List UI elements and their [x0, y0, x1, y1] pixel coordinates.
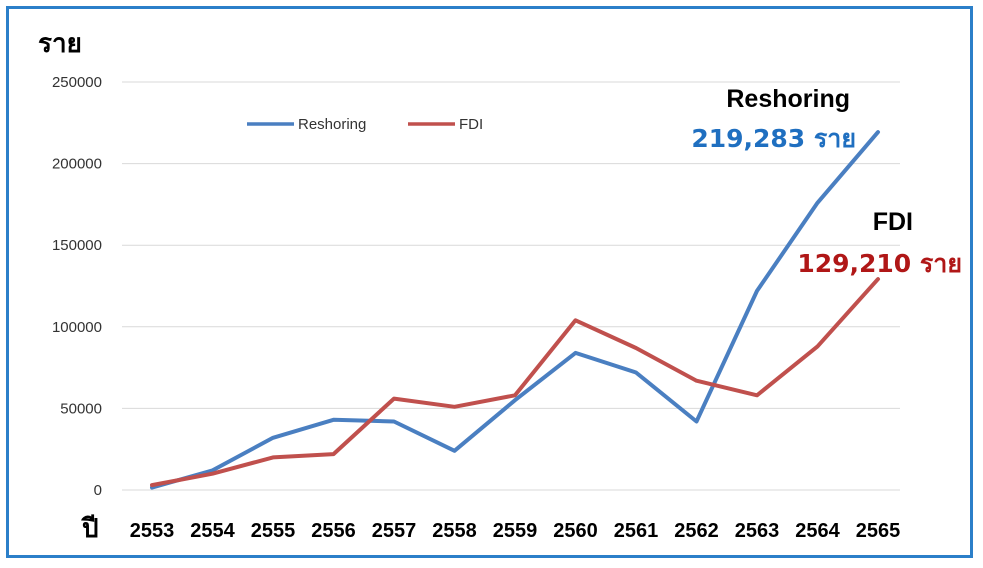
x-tick-label: 2563 — [735, 520, 780, 542]
series-lines — [150, 130, 880, 490]
x-tick-label: 2561 — [614, 520, 659, 542]
legend-label-reshoring: Reshoring — [298, 116, 366, 133]
annotation-fdi-value: 129,210 ราย — [797, 249, 962, 278]
x-tick-label: 2556 — [311, 520, 356, 542]
x-axis-ticks: 2553 2554 2555 2556 2557 2558 2559 2560 2561 2562… — [130, 520, 901, 542]
x-tick-label: 2554 — [190, 520, 235, 542]
x-tick-label: 2558 — [432, 520, 477, 542]
grid-lines — [122, 81, 900, 491]
y-tick-label: 100000 — [52, 319, 102, 336]
y-tick-label: 200000 — [52, 156, 102, 173]
y-tick-label: 250000 — [52, 74, 102, 91]
y-tick-label: 150000 — [52, 237, 102, 254]
annotation-reshoring-name: Reshoring — [726, 85, 850, 113]
x-tick-label: 2565 — [856, 520, 901, 542]
series-line-reshoring — [150, 130, 880, 490]
x-tick-label: 2557 — [372, 520, 417, 542]
y-tick-label: 0 — [94, 482, 102, 499]
x-tick-label: 2564 — [795, 520, 840, 542]
y-axis-label: ราย — [38, 29, 82, 59]
x-tick-label: 2555 — [251, 520, 296, 542]
x-axis-label: ปี — [81, 514, 99, 544]
x-tick-label: 2559 — [493, 520, 538, 542]
x-tick-label: 2562 — [674, 520, 719, 542]
legend-label-fdi: FDI — [459, 116, 483, 133]
x-tick-label: 2553 — [130, 520, 175, 542]
annotation-fdi-name: FDI — [873, 208, 913, 236]
y-tick-label: 50000 — [60, 400, 102, 417]
series-line-fdi — [150, 277, 880, 488]
legend: Reshoring FDI — [247, 116, 483, 133]
y-axis-ticks: 0 50000 100000 150000 200000 250000 — [52, 74, 102, 499]
x-tick-label: 2560 — [553, 520, 598, 542]
annotation-reshoring-value: 219,283 ราย — [691, 124, 856, 153]
chart-frame — [6, 6, 973, 558]
